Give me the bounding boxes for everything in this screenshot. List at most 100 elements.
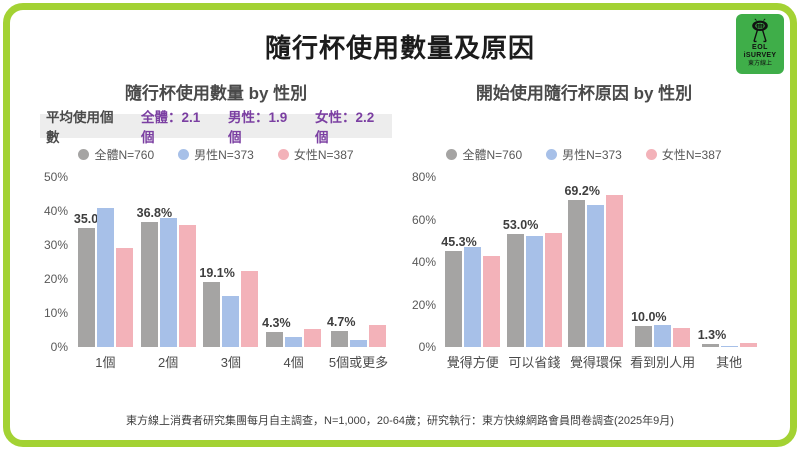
y-tick-label: 10% xyxy=(43,306,68,320)
bar-cluster: 69.2% xyxy=(564,177,624,347)
value-label: 45.3% xyxy=(441,234,477,249)
bar-male xyxy=(349,339,367,347)
bar-cluster: 53.0% xyxy=(503,177,562,347)
y-tick-label: 0% xyxy=(50,340,68,354)
x-axis-label: 其他 xyxy=(716,355,743,370)
legend-dot-icon xyxy=(446,149,458,160)
right-bar-chart: 0% 20% 40% 60% 80% 45.3% 覺得方便 53.0% 可以省錢 69.2% 覺得… xyxy=(408,171,760,371)
x-axis-label: 2個 xyxy=(158,355,179,370)
bar-group: 4.7% 5個或更多 xyxy=(327,177,389,371)
legend-label: 男性N=373 xyxy=(194,148,254,162)
bar-female xyxy=(483,255,501,347)
right-y-axis: 0% 20% 40% 60% 80% xyxy=(408,171,442,353)
bar-overall: 1.3% xyxy=(698,328,726,347)
average-usage-row: 平均使用個數 全體：2.1個 男性：1.9個 女性：2.2個 xyxy=(40,110,392,145)
bar-male xyxy=(654,324,672,347)
y-tick-label: 80% xyxy=(411,170,436,184)
bar-male xyxy=(285,336,303,347)
bar-female xyxy=(304,328,322,347)
x-axis-label: 覺得方便 xyxy=(446,355,499,370)
bar-group: 53.0% 可以省錢 xyxy=(503,177,562,371)
bar-cluster: 19.1% xyxy=(199,177,259,347)
legend-dot-icon xyxy=(277,149,289,160)
legend-label: 女性N=387 xyxy=(293,148,354,162)
value-label: 4.3% xyxy=(262,316,291,331)
logo-text-eol: EOL xyxy=(752,44,768,51)
right-chart-panel: 開始使用隨行杯原因 by 性別 全體N=760 男性N=373 女性N=387 0%… xyxy=(400,79,768,371)
value-label: 1.3% xyxy=(697,328,727,343)
y-tick-label: 0% xyxy=(418,340,436,354)
logo-text-chinese: 東方線上 xyxy=(747,61,772,67)
bar-group: 35.0% 1個 xyxy=(74,177,133,371)
bar-overall: 53.0% xyxy=(503,218,538,347)
legend-item-overall: 全體N=760 xyxy=(78,146,154,163)
bar-female xyxy=(178,224,196,347)
bar-male xyxy=(159,217,177,347)
x-axis-label: 1個 xyxy=(95,355,116,370)
bar-female xyxy=(241,271,259,347)
bar-male xyxy=(222,296,240,347)
bar-male xyxy=(587,204,605,347)
y-tick-label: 20% xyxy=(411,297,436,312)
y-tick-label: 20% xyxy=(43,272,68,286)
page-title: 隨行杯使用數量及原因 xyxy=(264,33,535,63)
left-bar-chart: 0% 10% 20% 30% 40% 50% 35.0% 1個 36.8% 2個 19.1% 3個 4… xyxy=(40,171,392,371)
legend-label: 女性N=387 xyxy=(661,148,722,162)
average-usage-highlight: 平均使用個數 全體：2.1個 男性：1.9個 女性：2.2個 xyxy=(40,110,392,145)
bar-cluster: 1.3% xyxy=(698,177,757,347)
bar-group: 19.1% 3個 xyxy=(199,177,259,371)
average-overall-value: 全體：2.1個 xyxy=(141,110,201,145)
logo-text-isurvey: iSURVEY xyxy=(743,52,777,59)
bar-cluster: 10.0% xyxy=(631,177,691,347)
legend-dot-icon xyxy=(645,149,657,160)
y-tick-label: 50% xyxy=(43,170,68,184)
bar-group: 69.2% 覺得環保 xyxy=(564,177,624,371)
bar-cluster: 36.8% xyxy=(137,177,196,347)
page-content: EOL iSURVEY 東方線上 隨行杯使用數量及原因 隨行杯使用數量 by 性… xyxy=(10,10,790,440)
legend-item-female: 女性N=387 xyxy=(277,146,354,163)
right-spacer xyxy=(408,114,760,140)
bar-overall: 35.0% xyxy=(74,212,109,347)
bar-female xyxy=(739,342,757,347)
eol-isurvey-logo: EOL iSURVEY 東方線上 xyxy=(736,14,784,74)
bar-female xyxy=(115,248,133,347)
x-axis-label: 看到別人用 xyxy=(630,355,696,370)
y-tick-label: 40% xyxy=(411,255,436,269)
bar-male xyxy=(525,235,543,347)
bar-male xyxy=(464,247,482,347)
average-female-value: 女性：2.2個 xyxy=(315,110,375,145)
bar-group: 45.3% 覺得方便 xyxy=(441,177,501,371)
value-label: 53.0% xyxy=(502,218,539,233)
legend-item-male: 男性N=373 xyxy=(178,146,254,163)
bar-female xyxy=(606,195,624,347)
bar-overall: 4.7% xyxy=(327,315,355,347)
bar-cluster: 35.0% xyxy=(74,177,133,347)
y-tick-label: 30% xyxy=(43,238,68,252)
bar-female xyxy=(544,233,562,347)
bar-overall: 45.3% xyxy=(441,235,477,347)
legend-dot-icon xyxy=(178,149,190,160)
left-y-axis: 0% 10% 20% 30% 40% 50% xyxy=(40,171,74,353)
x-axis-label: 3個 xyxy=(220,355,241,370)
x-axis-label: 5個或更多 xyxy=(328,355,389,370)
x-axis-label: 可以省錢 xyxy=(508,355,561,370)
x-axis-label: 4個 xyxy=(283,355,304,370)
legend-dot-icon xyxy=(78,149,90,160)
bar-cluster: 45.3% xyxy=(441,177,501,347)
value-label: 36.8% xyxy=(136,205,173,220)
value-label: 4.7% xyxy=(326,315,356,330)
value-label: 10.0% xyxy=(631,309,667,324)
legend-dot-icon xyxy=(546,149,558,160)
value-label: 69.2% xyxy=(564,183,600,198)
legend-label: 全體N=760 xyxy=(462,148,523,162)
right-plot-area: 45.3% 覺得方便 53.0% 可以省錢 69.2% 覺得環保 10.0% 看到別人用 1.3… xyxy=(441,177,760,371)
bar-group: 10.0% 看到別人用 xyxy=(630,177,695,371)
bar-cluster: 4.7% xyxy=(327,177,386,347)
source-note: 東方線上消費者研究集團每月自主調查，N=1,000，20-64歲；研究執行：東方… xyxy=(126,415,674,427)
left-chart-panel: 隨行杯使用數量 by 性別 平均使用個數 全體：2.1個 男性：1.9個 女性：… xyxy=(32,79,400,371)
bar-female xyxy=(368,325,386,347)
bar-overall: 4.3% xyxy=(262,316,291,347)
legend-item-female: 女性N=387 xyxy=(645,146,722,163)
average-male-value: 男性：1.9個 xyxy=(228,110,288,145)
page-border-frame xyxy=(3,3,797,447)
